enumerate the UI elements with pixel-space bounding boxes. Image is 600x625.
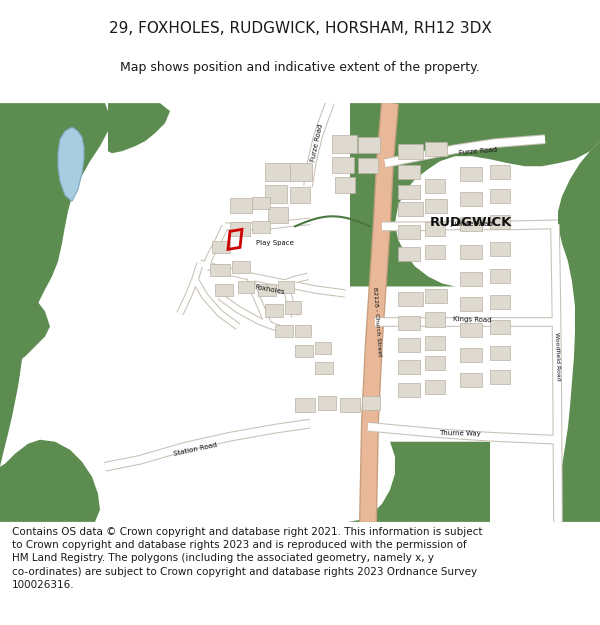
Bar	[268, 208, 288, 223]
Bar	[425, 312, 445, 326]
Bar	[490, 296, 510, 309]
Bar	[490, 216, 510, 229]
Bar	[490, 242, 510, 256]
Bar	[398, 359, 420, 374]
Bar	[398, 292, 423, 306]
Polygon shape	[108, 103, 170, 153]
Bar	[285, 301, 301, 314]
Bar	[460, 246, 482, 259]
Bar	[295, 398, 315, 412]
Bar	[318, 396, 336, 409]
Text: Thurne Way: Thurne Way	[439, 431, 481, 437]
Bar	[398, 202, 423, 216]
Bar	[290, 163, 312, 181]
Bar	[460, 192, 482, 206]
Bar	[230, 198, 252, 213]
Bar	[425, 222, 445, 236]
Bar	[258, 284, 276, 296]
Bar	[335, 177, 355, 193]
Bar	[278, 281, 294, 294]
Bar	[460, 217, 482, 231]
Bar	[358, 137, 380, 153]
Bar	[252, 198, 270, 209]
Text: Kings Road: Kings Road	[452, 316, 491, 323]
Bar	[265, 163, 293, 181]
Bar	[252, 221, 270, 233]
Text: Furze Road: Furze Road	[310, 124, 324, 162]
Bar	[460, 272, 482, 286]
Bar	[315, 362, 333, 374]
Bar	[398, 144, 423, 159]
Bar	[460, 372, 482, 387]
Text: Contains OS data © Crown copyright and database right 2021. This information is : Contains OS data © Crown copyright and d…	[12, 527, 482, 590]
Bar	[425, 356, 445, 369]
Bar	[332, 135, 357, 153]
Bar	[215, 284, 233, 296]
Polygon shape	[348, 442, 490, 522]
Bar	[265, 185, 287, 203]
Text: Furze Road: Furze Road	[458, 146, 497, 156]
Bar	[425, 336, 445, 349]
Bar	[232, 261, 250, 273]
Text: 29, FOXHOLES, RUDGWICK, HORSHAM, RH12 3DX: 29, FOXHOLES, RUDGWICK, HORSHAM, RH12 3D…	[109, 21, 491, 36]
Bar	[398, 382, 420, 397]
Polygon shape	[0, 103, 110, 467]
Bar	[230, 222, 250, 236]
Bar	[425, 199, 447, 213]
Bar	[490, 369, 510, 384]
Bar	[398, 248, 420, 261]
Polygon shape	[58, 127, 84, 201]
Bar	[315, 341, 331, 354]
Bar	[210, 264, 230, 276]
Bar	[238, 281, 254, 294]
Text: Map shows position and indicative extent of the property.: Map shows position and indicative extent…	[120, 61, 480, 74]
Bar	[425, 179, 445, 193]
Bar	[290, 188, 310, 203]
Bar	[332, 158, 354, 173]
Bar	[265, 304, 283, 316]
Polygon shape	[558, 141, 600, 522]
Bar	[398, 165, 420, 179]
Text: Play Space: Play Space	[256, 241, 294, 246]
Bar	[490, 165, 510, 179]
Text: Foxholes: Foxholes	[254, 284, 286, 295]
Bar	[398, 316, 420, 329]
Bar	[425, 289, 447, 304]
Bar	[212, 241, 230, 253]
Bar	[295, 344, 313, 357]
Bar	[398, 338, 420, 352]
Bar	[398, 185, 420, 199]
Bar	[425, 379, 445, 394]
Bar	[275, 324, 293, 336]
Polygon shape	[350, 103, 600, 286]
Text: B2128 - Church Street: B2128 - Church Street	[372, 286, 382, 356]
Bar	[460, 322, 482, 336]
Bar	[425, 142, 447, 156]
Text: Jubilee Road: Jubilee Road	[451, 221, 493, 228]
Text: RUDGWICK: RUDGWICK	[430, 216, 512, 229]
Polygon shape	[0, 103, 50, 367]
Bar	[490, 189, 510, 203]
Bar	[460, 348, 482, 362]
Polygon shape	[0, 440, 100, 522]
Bar	[490, 269, 510, 284]
Bar	[490, 319, 510, 334]
Bar	[460, 298, 482, 311]
Bar	[460, 168, 482, 181]
Bar	[295, 324, 311, 336]
Bar	[362, 396, 380, 409]
Bar	[340, 398, 360, 412]
Bar	[425, 246, 445, 259]
Bar	[490, 346, 510, 359]
Text: Station Road: Station Road	[173, 442, 217, 458]
Bar	[358, 158, 378, 173]
Bar	[398, 226, 420, 239]
Text: Woodfield Road: Woodfield Road	[554, 332, 560, 381]
